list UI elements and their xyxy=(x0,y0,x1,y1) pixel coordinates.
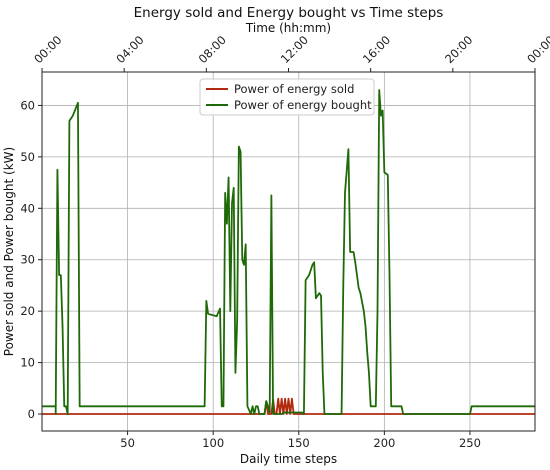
legend-label-bought: Power of energy bought xyxy=(234,98,372,112)
y-tick-label: 0 xyxy=(28,407,35,421)
legend: Power of energy sold Power of energy bou… xyxy=(199,78,375,116)
top-tick-label: 00:00 xyxy=(524,33,550,66)
top-tick-label: 16:00 xyxy=(360,33,393,66)
x-axis-label: Daily time steps xyxy=(240,452,337,466)
x-tick-label: 200 xyxy=(373,436,395,450)
top-axis-label: Time (hh:mm) xyxy=(245,21,331,35)
top-tick-label: 12:00 xyxy=(278,33,311,66)
y-axis-label: Power sold and Power bought (kW) xyxy=(2,147,16,356)
axes: 50 100 150 200 250 0 10 20 30 40 50 60 00:00 04:00 08:… xyxy=(20,33,550,450)
top-tick-label: 00:00 xyxy=(31,33,64,66)
y-tick-label: 40 xyxy=(20,201,35,215)
x-tick-label: 150 xyxy=(288,436,310,450)
series-layer xyxy=(42,89,535,415)
top-tick-label: 04:00 xyxy=(113,33,146,66)
x-tick-label: 50 xyxy=(120,436,135,450)
top-tick-label: 08:00 xyxy=(196,33,229,66)
y-tick-label: 30 xyxy=(20,253,35,267)
y-tick-label: 60 xyxy=(20,98,35,112)
plot-area xyxy=(42,72,535,431)
series-line-sold xyxy=(42,397,535,415)
x-tick-label: 100 xyxy=(202,436,224,450)
y-tick-label: 50 xyxy=(20,150,35,164)
y-tick-label: 20 xyxy=(20,304,35,318)
x-tick-label: 250 xyxy=(459,436,481,450)
y-tick-label: 10 xyxy=(20,356,35,370)
legend-label-sold: Power of energy sold xyxy=(234,82,354,96)
top-tick-label: 20:00 xyxy=(442,33,475,66)
chart-title: Energy sold and Energy bought vs Time st… xyxy=(134,5,444,21)
legend-box xyxy=(199,78,375,116)
series-line-bought xyxy=(42,89,535,415)
